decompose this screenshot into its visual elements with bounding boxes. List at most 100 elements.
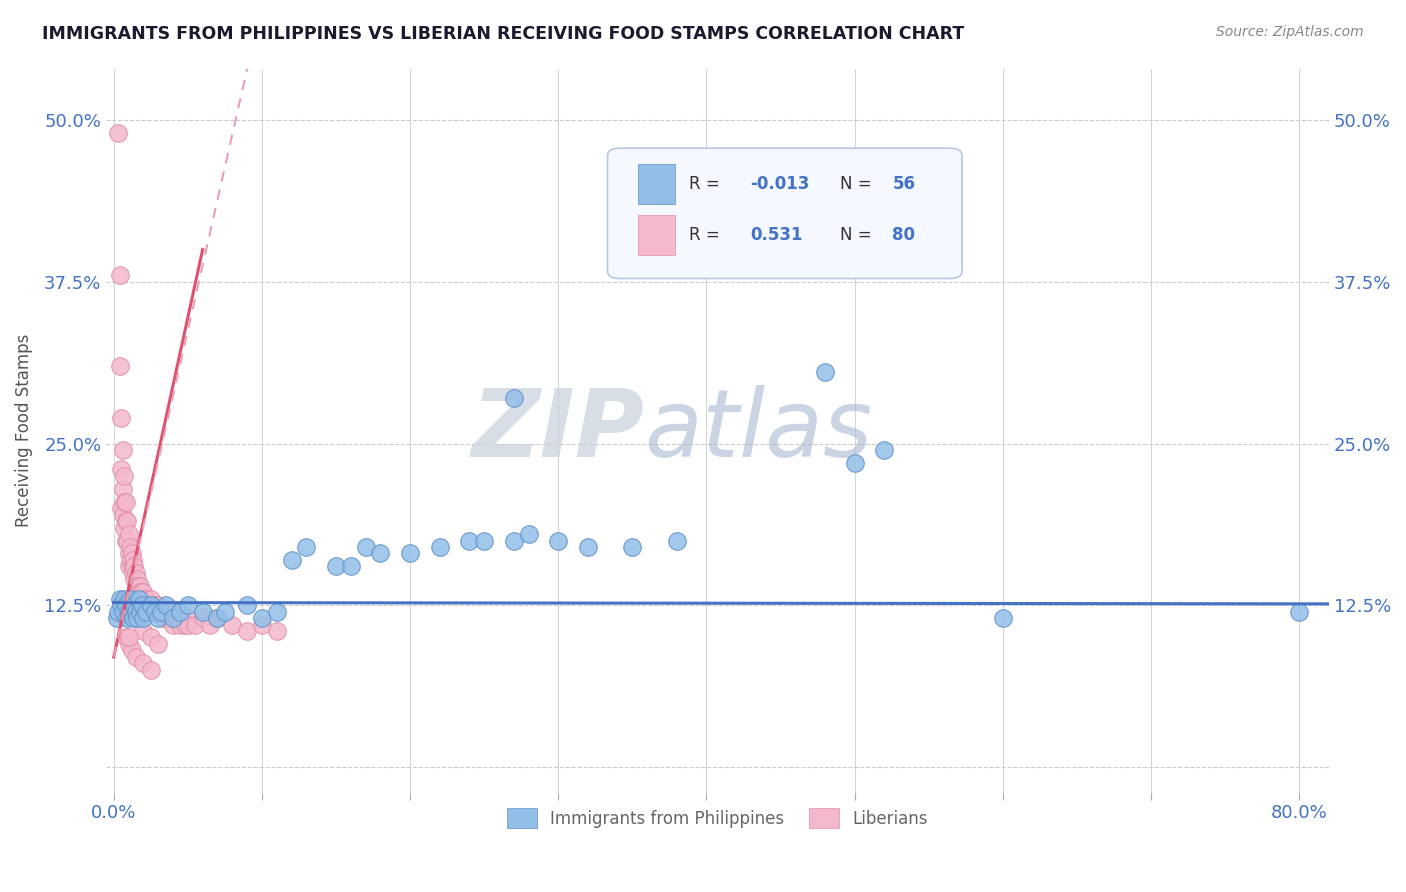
Point: [621, 540, 644, 554]
Text: N =: N =: [839, 176, 877, 194]
Point: [121, 546, 143, 560]
Point: [125, 579, 148, 593]
Point: [117, 605, 139, 619]
Point: [165, 611, 187, 625]
Point: [280, 553, 302, 567]
Point: [117, 637, 139, 651]
Point: [162, 611, 184, 625]
Point: [370, 546, 392, 560]
Point: [111, 508, 134, 522]
Point: [169, 611, 191, 625]
Point: [107, 605, 129, 619]
Point: [128, 585, 150, 599]
Point: [502, 533, 524, 548]
Text: R =: R =: [689, 176, 725, 194]
Text: atlas: atlas: [644, 385, 873, 476]
Text: ZIP: ZIP: [471, 384, 644, 476]
Point: [122, 566, 145, 580]
Point: [173, 617, 195, 632]
Point: [128, 591, 150, 606]
Point: [340, 559, 363, 574]
Point: [112, 494, 135, 508]
Text: N =: N =: [839, 226, 877, 244]
Point: [517, 527, 540, 541]
Point: [131, 598, 153, 612]
Text: Source: ZipAtlas.com: Source: ZipAtlas.com: [1216, 25, 1364, 39]
FancyBboxPatch shape: [638, 164, 675, 204]
FancyBboxPatch shape: [638, 215, 675, 255]
Point: [266, 605, 288, 619]
Point: [991, 611, 1014, 625]
Point: [121, 643, 143, 657]
Point: [159, 605, 181, 619]
Point: [132, 598, 155, 612]
Point: [129, 605, 152, 619]
Point: [105, 611, 128, 625]
Point: [118, 591, 141, 606]
Point: [107, 126, 129, 140]
Point: [110, 598, 132, 612]
Point: [547, 533, 569, 548]
Point: [114, 514, 136, 528]
Point: [177, 598, 200, 612]
Point: [117, 559, 139, 574]
Point: [152, 611, 174, 625]
Point: [129, 579, 152, 593]
Point: [115, 514, 138, 528]
Point: [110, 410, 132, 425]
Point: [112, 591, 135, 606]
Point: [114, 533, 136, 548]
Point: [665, 533, 688, 548]
Point: [221, 617, 243, 632]
Text: 80: 80: [893, 226, 915, 244]
Point: [148, 611, 170, 625]
Point: [115, 533, 138, 548]
Point: [576, 540, 599, 554]
Point: [148, 637, 170, 651]
Point: [155, 605, 177, 619]
Point: [117, 546, 139, 560]
Point: [127, 572, 149, 586]
Point: [122, 553, 145, 567]
Point: [132, 657, 155, 671]
Point: [108, 591, 131, 606]
Point: [266, 624, 288, 638]
Point: [118, 553, 141, 567]
Point: [131, 585, 153, 599]
Point: [148, 605, 170, 619]
Point: [122, 611, 145, 625]
Point: [115, 611, 138, 625]
Point: [169, 605, 191, 619]
Point: [169, 617, 191, 632]
Point: [121, 559, 143, 574]
Point: [124, 572, 146, 586]
Point: [207, 611, 229, 625]
Point: [110, 501, 132, 516]
Point: [458, 533, 481, 548]
Point: [873, 442, 896, 457]
Point: [114, 631, 136, 645]
Point: [191, 605, 214, 619]
Point: [108, 268, 131, 283]
Point: [814, 365, 837, 379]
Point: [250, 617, 273, 632]
Point: [128, 579, 150, 593]
Point: [162, 611, 184, 625]
Legend: Immigrants from Philippines, Liberians: Immigrants from Philippines, Liberians: [501, 801, 935, 835]
Point: [191, 611, 214, 625]
Point: [844, 456, 866, 470]
Point: [325, 559, 347, 574]
Point: [139, 591, 162, 606]
Point: [124, 559, 146, 574]
Point: [111, 605, 134, 619]
Point: [131, 591, 153, 606]
Point: [159, 611, 181, 625]
Point: [135, 605, 157, 619]
Point: [429, 540, 451, 554]
Point: [117, 527, 139, 541]
Point: [139, 631, 162, 645]
Point: [155, 598, 177, 612]
Point: [125, 605, 148, 619]
Point: [236, 624, 259, 638]
Point: [502, 391, 524, 405]
